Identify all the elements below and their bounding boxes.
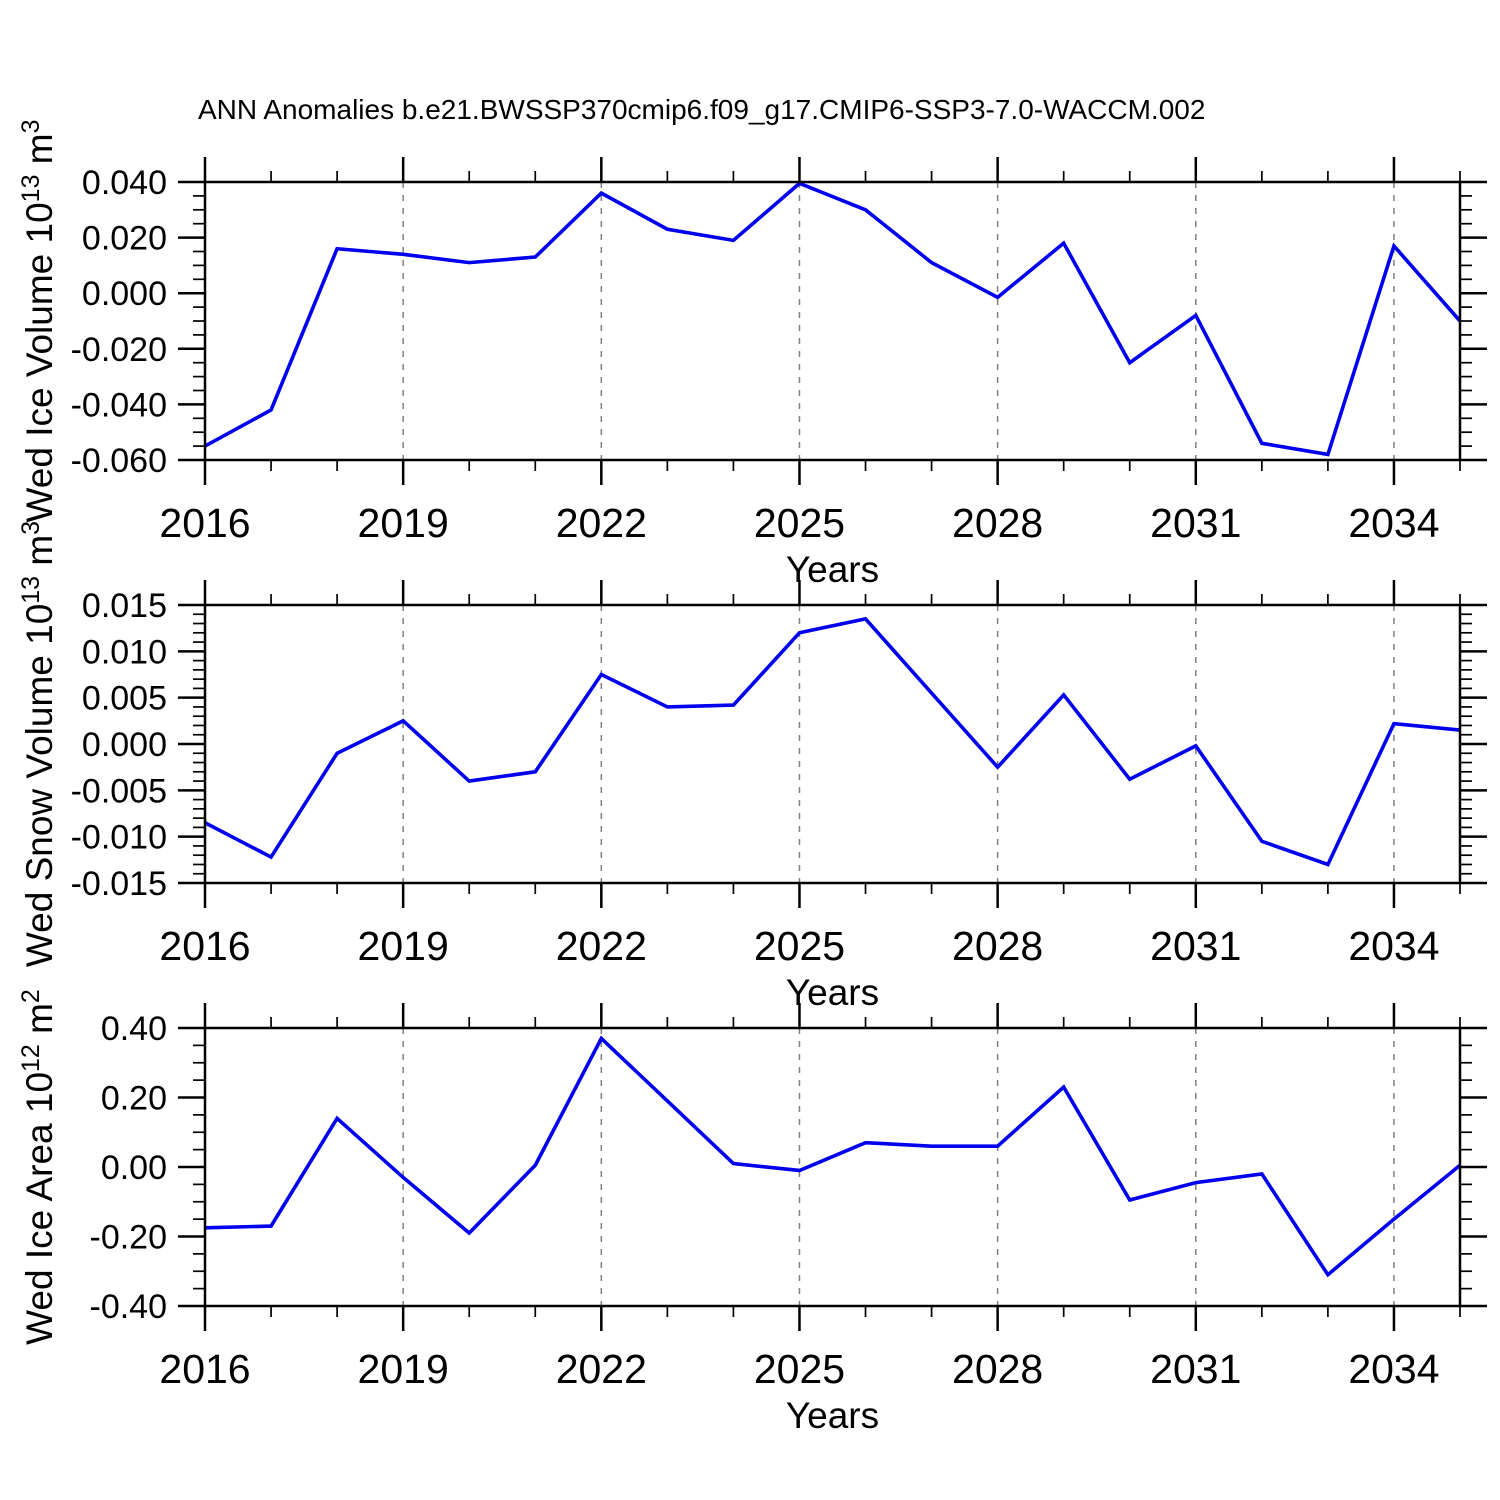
x-tick-label: 2022 xyxy=(556,500,647,546)
y-tick-label: 0.20 xyxy=(101,1080,167,1118)
x-axis-title: Years xyxy=(786,549,879,590)
y-axis-title-text: m xyxy=(19,535,60,576)
y-tick-label: -0.005 xyxy=(71,772,167,810)
x-tick-label: 2016 xyxy=(159,923,250,969)
y-tick-label: 0.00 xyxy=(101,1149,167,1187)
y-tick-label: 0.020 xyxy=(82,220,167,258)
chart-wed-snow-volume: 2016 2019 2022 2025 2028 2031 2034 Years 0.015 0.… xyxy=(17,521,1487,1013)
y-tick-label: -0.040 xyxy=(71,386,167,424)
y-tick-label: -0.020 xyxy=(71,331,167,369)
y-tick-label: -0.010 xyxy=(71,819,167,857)
y-axis-title-text: Wed Ice Volume 10 xyxy=(19,202,60,522)
y-axis-title-superscript: 12 xyxy=(17,1044,45,1072)
x-tick-label: 2019 xyxy=(358,923,449,969)
y-axis-title-superscript: 2 xyxy=(17,989,45,1003)
x-tick-label: 2019 xyxy=(358,1346,449,1392)
y-axis-title-text: Wed Ice Area 10 xyxy=(19,1072,60,1345)
y-axis-title: Wed Ice Area 1012 m2 xyxy=(17,989,60,1345)
x-tick-label: 2019 xyxy=(358,500,449,546)
y-tick-label: 0.000 xyxy=(82,275,167,313)
y-tick-label: -0.060 xyxy=(71,442,167,480)
x-tick-label: 2031 xyxy=(1150,923,1241,969)
y-tick-label: 0.040 xyxy=(82,164,167,202)
y-tick-label: -0.40 xyxy=(90,1288,168,1326)
y-axis-title: Wed Snow Volume 1013 m3 xyxy=(17,521,60,967)
y-tick-label: -0.20 xyxy=(90,1219,168,1257)
plot-frame xyxy=(203,603,1462,885)
x-tick-label: 2028 xyxy=(952,1346,1043,1392)
y-axis-title-text: m xyxy=(19,1003,60,1044)
x-tick-label: 2025 xyxy=(754,500,845,546)
y-axis-title: Wed Ice Volume 1013 m3 xyxy=(17,119,60,522)
chart-wed-ice-volume: 2016 2019 2022 2025 2028 2031 2034 Years 0.040 0.… xyxy=(17,119,1487,590)
x-tick-label: 2034 xyxy=(1348,1346,1439,1392)
plot-frame xyxy=(203,180,1462,462)
x-tick-label: 2016 xyxy=(159,500,250,546)
x-axis-title: Years xyxy=(786,1395,879,1436)
x-tick-label: 2034 xyxy=(1348,500,1439,546)
x-tick-label: 2022 xyxy=(556,1346,647,1392)
x-tick-label: 2016 xyxy=(159,1346,250,1392)
x-tick-label: 2028 xyxy=(952,500,1043,546)
chart-wed-ice-area: 2016 2019 2022 2025 2028 2031 2034 Years 0.40 0.2… xyxy=(17,989,1487,1436)
y-tick-label: 0.40 xyxy=(101,1010,167,1048)
y-axis-title-superscript: 13 xyxy=(17,175,45,203)
x-tick-label: 2031 xyxy=(1150,1346,1241,1392)
series-line-wed-ice-volume xyxy=(204,181,1462,457)
y-tick-label: 0.000 xyxy=(82,726,167,764)
y-tick-label: 0.005 xyxy=(82,680,167,718)
x-tick-label: 2025 xyxy=(754,923,845,969)
x-tick-label: 2025 xyxy=(754,1346,845,1392)
y-axis-title-superscript: 3 xyxy=(17,119,45,133)
y-axis-title-text: Wed Snow Volume 10 xyxy=(19,604,60,967)
y-tick-label: 0.010 xyxy=(82,633,167,671)
x-tick-label: 2028 xyxy=(952,923,1043,969)
x-tick-label: 2031 xyxy=(1150,500,1241,546)
x-tick-label: 2022 xyxy=(556,923,647,969)
series-line-wed-snow-volume xyxy=(204,616,1461,867)
x-axis-title: Years xyxy=(786,972,879,1013)
y-tick-label: 0.015 xyxy=(82,587,167,625)
x-tick-label: 2034 xyxy=(1348,923,1439,969)
y-axis-title-text: m xyxy=(19,133,60,174)
plot-title: ANN Anomalies b.e21.BWSSP370cmip6.f09_g1… xyxy=(198,94,1206,125)
y-axis-title-superscript: 3 xyxy=(17,521,45,535)
series-line-wed-ice-area xyxy=(204,1035,1462,1278)
y-tick-label: -0.015 xyxy=(71,865,167,903)
y-axis-title-superscript: 13 xyxy=(17,576,45,604)
